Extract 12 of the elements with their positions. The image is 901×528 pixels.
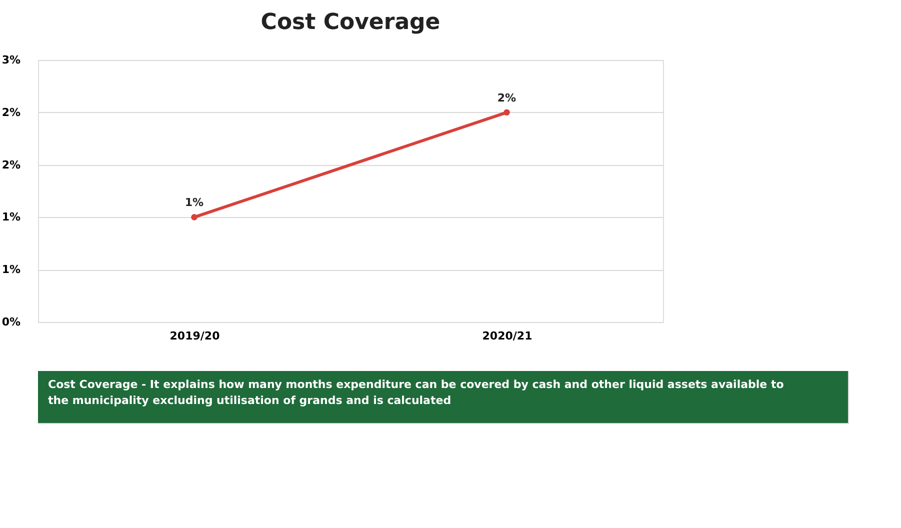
chart-title: Cost Coverage — [260, 10, 440, 35]
text: Cost Coverage - It explains how many months expenditure can be covered by cash and other liquid assets available to the municipality excluding utilisation of grands and is calculated — [48, 378, 784, 407]
x-tick-label: 2019/20 — [170, 330, 220, 342]
y-tick-label: 1% — [2, 263, 20, 276]
data-label: 2% — [497, 91, 516, 104]
y-tick-label: 2% — [2, 106, 20, 119]
y-tick-label: 0% — [2, 316, 20, 328]
x-tick-label: 2020/21 — [482, 330, 532, 342]
y-tick-label: 3% — [2, 54, 20, 66]
y-tick-label: 1% — [2, 210, 20, 224]
y-tick-label: 2% — [2, 158, 20, 172]
data-label: 1% — [184, 196, 204, 210]
